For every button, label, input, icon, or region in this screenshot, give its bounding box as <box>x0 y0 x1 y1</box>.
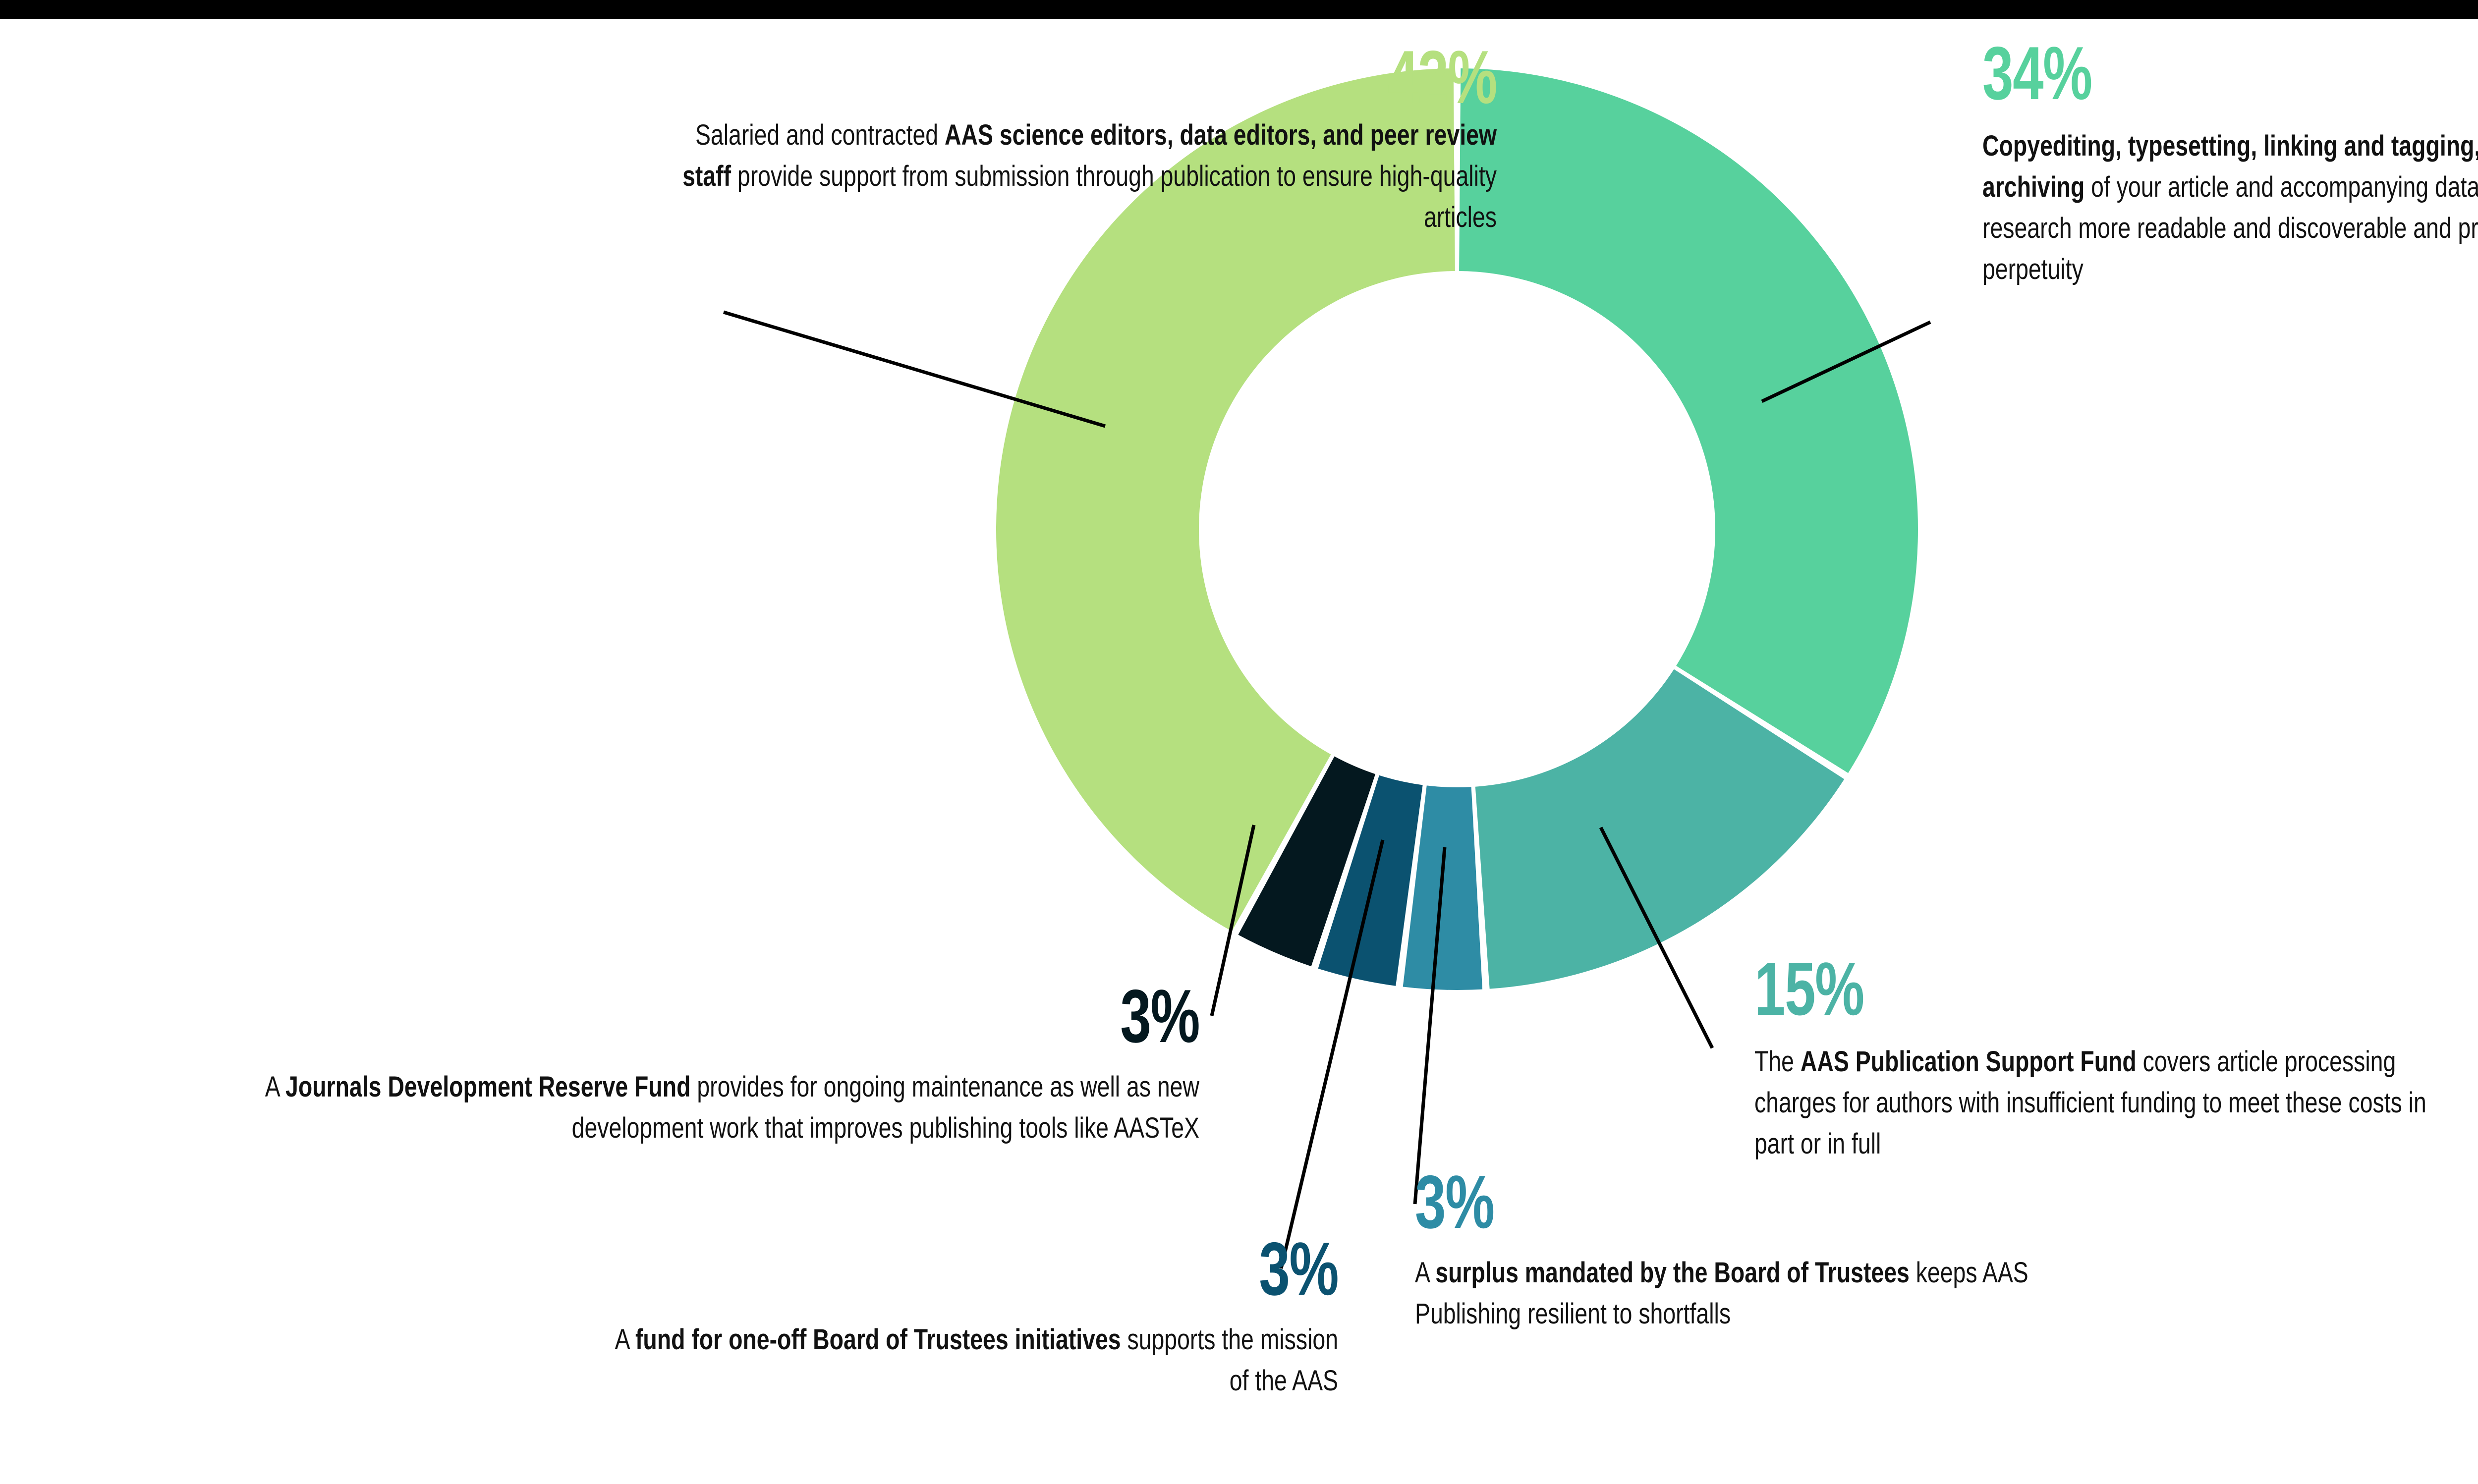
callout-surplus: 3% A surplus mandated by the Board of Tr… <box>1415 1164 2158 1335</box>
top-black-bar <box>0 0 2478 19</box>
percent-label-science-editors: 42% <box>1387 35 1497 119</box>
leader-line-publication-support <box>1599 826 1714 1049</box>
donut-slice[interactable] <box>1475 669 1845 989</box>
callout-one-off-fund: 3% A fund for one-off Board of Trustees … <box>610 1227 1339 1402</box>
callout-text-surplus: A surplus mandated by the Board of Trust… <box>1415 1257 2028 1330</box>
donut-slice[interactable] <box>1318 775 1423 986</box>
leader-line-copyediting <box>1761 320 1931 403</box>
callout-text-publication-support-fund: The AAS Publication Support Fund covers … <box>1754 1045 2426 1160</box>
percent-label-surplus: 3% <box>1415 1160 1495 1244</box>
leader-line-one-off-fund <box>1279 839 1385 1269</box>
percent-label-one-off-fund: 3% <box>1259 1227 1339 1311</box>
donut-slice[interactable] <box>1459 68 1918 773</box>
leader-line-journals-dev <box>1210 824 1256 1016</box>
callout-publication-support-fund: 15% The AAS Publication Support Fund cov… <box>1754 951 2478 1165</box>
leader-line-surplus <box>1413 847 1447 1205</box>
callout-text-one-off-fund: A fund for one-off Board of Trustees ini… <box>615 1323 1338 1397</box>
callout-text-journals-dev-reserve: A Journals Development Reserve Fund prov… <box>265 1071 1199 1144</box>
percent-label-publication-support-fund: 15% <box>1754 947 1864 1031</box>
callout-text-copyediting: Copyediting, typesetting, linking and ta… <box>1982 130 2478 285</box>
leader-line-science-editors <box>723 310 1106 428</box>
leader-lines <box>723 310 1931 1269</box>
donut-slice[interactable] <box>996 68 1455 932</box>
callout-text-science-editors: Salaried and contracted AAS science edit… <box>682 119 1497 233</box>
donut-slice[interactable] <box>1238 756 1376 967</box>
percent-label-journals-dev-reserve: 3% <box>1120 974 1200 1058</box>
callout-copyediting: 34% Copyediting, typesetting, linking an… <box>1982 36 2478 290</box>
percent-label-copyediting: 34% <box>1982 31 2092 115</box>
callout-science-editors: 42% Salaried and contracted AAS science … <box>682 35 1497 238</box>
callout-journals-dev-reserve: 3% A Journals Development Reserve Fund p… <box>238 974 1200 1149</box>
